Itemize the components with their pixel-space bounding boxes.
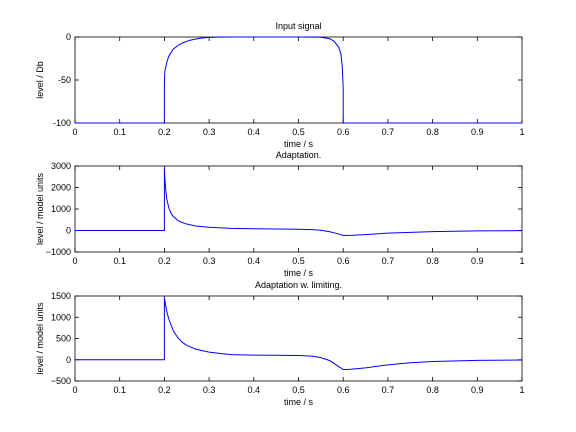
x-tick-label: 0.8 — [426, 256, 439, 266]
series-line-2-1 — [75, 167, 523, 236]
x-tick-label: 0.1 — [113, 385, 126, 395]
y-tick-label: -100 — [53, 118, 71, 128]
x-tick-label: 0.7 — [382, 385, 395, 395]
x-tick-label: 0.2 — [158, 127, 171, 137]
x-tick-label: 0.2 — [158, 385, 171, 395]
x-tick-label: 0.4 — [248, 256, 261, 266]
subplot-3: 0 0.1 0.2 0.3 0.4 0.5 0.6 0.7 0.8 0.9 1−5000500100… — [35, 280, 525, 407]
x-tick-label: 0.3 — [203, 385, 216, 395]
x-tick-label: 0.8 — [426, 127, 439, 137]
y-tick-label: 0 — [66, 355, 71, 365]
y-tick-label: -50 — [58, 75, 71, 85]
x-tick-label: 0.9 — [471, 127, 484, 137]
x-tick-label: 0.8 — [426, 385, 439, 395]
x-tick-label: 0.5 — [292, 127, 305, 137]
x-tick-label: 0.9 — [471, 385, 484, 395]
x-axis-label: time / s — [284, 397, 314, 407]
x-tick-label: 0.6 — [337, 385, 350, 395]
y-tick-label: 500 — [56, 334, 71, 344]
x-tick-label: 0 — [72, 256, 77, 266]
x-tick-label: 1 — [519, 256, 524, 266]
y-axis-label: level / model units — [35, 172, 45, 245]
y-axis-label: level / Db — [35, 61, 45, 99]
axes-box-2 — [74, 165, 523, 253]
series-line-1-1 — [75, 36, 522, 124]
y-tick-label: 1000 — [51, 312, 71, 322]
x-tick-label: 0.1 — [113, 256, 126, 266]
y-axis-label: level / model units — [35, 302, 45, 375]
chart-title: Adaptation w. limiting. — [255, 280, 342, 290]
series-line-3-1 — [75, 297, 523, 371]
x-tick-label: 0.1 — [113, 127, 126, 137]
x-tick-label: 1 — [519, 127, 524, 137]
axes-box-3 — [74, 295, 523, 382]
y-tick-label: 1500 — [51, 291, 71, 301]
y-tick-label: 0 — [66, 32, 71, 42]
chart-title: Adaptation. — [276, 150, 322, 160]
x-tick-label: 0 — [72, 385, 77, 395]
x-tick-label: 0.3 — [203, 256, 216, 266]
chart-title: Input signal — [275, 21, 321, 31]
x-tick-label: 0.9 — [471, 256, 484, 266]
x-tick-label: 0.7 — [382, 127, 395, 137]
x-tick-label: 0.4 — [248, 385, 261, 395]
subplot-1: 0 0.1 0.2 0.3 0.4 0.5 0.6 0.7 0.8 0.9 1 -100 -50 0 Inp… — [35, 21, 525, 149]
x-tick-label: 1 — [519, 385, 524, 395]
y-tick-label: −1000 — [46, 247, 71, 257]
y-tick-label: 1000 — [51, 204, 71, 214]
x-tick-label: 0.6 — [337, 127, 350, 137]
axes-box-1 — [74, 36, 523, 124]
x-axis-label: time / s — [284, 268, 314, 278]
x-tick-label: 0.4 — [248, 127, 261, 137]
x-tick-label: 0.5 — [292, 256, 305, 266]
y-tick-label: −500 — [51, 376, 71, 386]
x-tick-label: 0.7 — [382, 256, 395, 266]
subplot-2: 0 0.1 0.2 0.3 0.4 0.5 0.6 0.7 0.8 0.9 1−1000010002… — [35, 150, 525, 278]
x-tick-label: 0.6 — [337, 256, 350, 266]
x-tick-label: 0.3 — [203, 127, 216, 137]
x-tick-label: 0.2 — [158, 256, 171, 266]
y-tick-label: 0 — [66, 226, 71, 236]
x-axis-label: time / s — [284, 139, 314, 149]
x-tick-label: 0.5 — [292, 385, 305, 395]
y-tick-label: 2000 — [51, 183, 71, 193]
x-tick-label: 0 — [72, 127, 77, 137]
y-tick-label: 3000 — [51, 161, 71, 171]
